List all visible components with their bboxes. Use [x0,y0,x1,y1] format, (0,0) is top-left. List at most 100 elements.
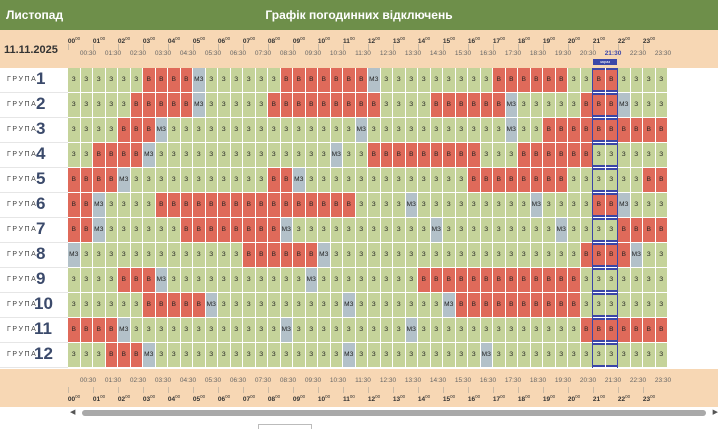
schedule-cell: В [568,293,580,317]
hour-label: 1300 [391,35,408,46]
schedule-cell: З [230,118,242,142]
schedule-cell: З [655,93,667,117]
hour-value: 13 [392,396,401,404]
month-label[interactable]: Листопад [6,8,64,22]
schedule-cell: З [493,243,505,267]
scroll-right-icon[interactable]: ▶ [712,409,718,416]
schedule-cell: З [330,243,342,267]
hour-minutes: 00 [425,36,431,41]
schedule-cell: З [68,118,80,142]
schedule-cell: В [580,93,592,117]
schedule-cell: З [180,318,192,342]
schedule-cell: З [193,118,205,142]
footer-control[interactable] [258,424,312,429]
schedule-cell: З [368,118,380,142]
schedule-cell: З [505,318,517,342]
schedule-cell: В [505,168,517,192]
schedule-cell: З [168,118,180,142]
schedule-cell: З [518,343,530,367]
tick-line [618,387,619,393]
scrollbar-thumb[interactable] [82,410,706,416]
hour-value: 10 [317,396,326,404]
schedule-cell: З [518,118,530,142]
schedule-cell: З [193,143,205,167]
schedule-cell: З [380,243,392,267]
group-label: ГРУПА 8 [0,243,68,268]
half-hour-label: 13:30 [404,50,422,57]
hour-label: 2200 [616,393,633,404]
schedule-cell: З [318,168,330,192]
schedule-cell: З [593,218,605,242]
schedule-cell: МЗ [430,218,442,242]
schedule-cell: З [205,68,217,92]
schedule-cell: З [380,293,392,317]
schedule-cell: З [468,243,480,267]
schedule-cell: З [518,93,530,117]
schedule-cell: МЗ [93,193,105,217]
schedule-cell: В [568,118,580,142]
schedule-cell: В [80,193,92,217]
schedule-cell: З [580,268,592,292]
schedule-cell: В [605,193,617,217]
schedule-cell: З [568,168,580,192]
hour-minutes: 00 [550,36,556,41]
schedule-cell: МЗ [443,293,455,317]
schedule-cell: В [493,93,505,117]
schedule-cell: МЗ [118,318,130,342]
schedule-cell: З [430,243,442,267]
schedule-cell: В [593,193,605,217]
half-hour-label: 01:30 [104,377,122,384]
hour-value: 17 [492,396,501,404]
schedule-cell: З [193,318,205,342]
hour-minutes: 00 [625,36,631,41]
schedule-cell: В [168,293,180,317]
schedule-cell: З [105,93,117,117]
schedule-cell: З [193,268,205,292]
schedule-cell: З [355,343,367,367]
schedule-cell: МЗ [618,93,630,117]
schedule-cell: З [105,118,117,142]
hour-label: 1100 [341,35,358,46]
group-word: ГРУПА [7,276,38,283]
schedule-cell: З [580,193,592,217]
tick-line [143,44,144,50]
hour-minutes: 00 [500,36,506,41]
schedule-cell: З [593,293,605,317]
half-hour-label: 14:30 [429,377,447,384]
schedule-cell: З [618,68,630,92]
schedule-cell: З [280,143,292,167]
tick-line [593,387,594,393]
schedule-cell: В [455,93,467,117]
schedule-cell: В [343,93,355,117]
hour-value: 05 [192,396,201,404]
hour-label: 0900 [291,393,308,404]
hour-minutes: 00 [475,394,481,399]
scroll-left-icon[interactable]: ◀ [70,409,76,416]
group-word: ГРУПА [7,301,38,308]
schedule-cell: В [543,268,555,292]
half-hour-label: 19:30 [554,377,572,384]
schedule-cell: З [330,118,342,142]
schedule-cell: З [443,193,455,217]
schedule-cell: В [330,93,342,117]
schedule-cell: МЗ [405,318,417,342]
hour-minutes: 00 [525,36,531,41]
scrollbar-track[interactable] [82,410,706,416]
schedule-cell: З [68,143,80,167]
schedule-cell: З [343,268,355,292]
schedule-cell: МЗ [330,143,342,167]
schedule-cell: З [593,168,605,192]
schedule-cell: В [305,93,317,117]
group-label: ГРУПА 12 [0,343,68,368]
schedule-cell: З [105,243,117,267]
schedule-cell: В [593,68,605,92]
schedule-cell: В [118,143,130,167]
schedule-cell: З [218,68,230,92]
schedule-cell: З [80,93,92,117]
horizontal-scrollbar[interactable]: ◀ ▶ [70,409,718,417]
schedule-cell: З [343,318,355,342]
schedule-cell: З [380,193,392,217]
schedule-cell: З [180,118,192,142]
schedule-cell: З [318,143,330,167]
hour-value: 18 [517,38,526,46]
